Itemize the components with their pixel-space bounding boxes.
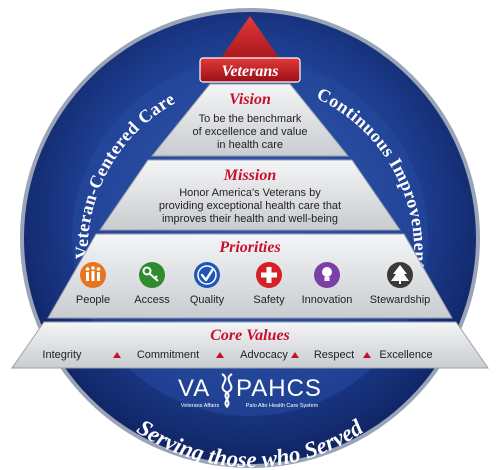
- core-value-advocacy: Advocacy: [240, 349, 288, 361]
- priority-people: People: [76, 262, 110, 306]
- apex-triangle: [214, 16, 286, 68]
- priority-label-safety: Safety: [253, 294, 285, 306]
- caduceus-icon: [221, 373, 230, 408]
- priority-safety: Safety: [253, 262, 285, 306]
- separator-triangle-icon: [291, 352, 299, 358]
- priorities-tier: [47, 233, 453, 319]
- mission-line-3: improves their health and well-being: [162, 213, 338, 225]
- core-values-title: Core Values: [210, 327, 290, 344]
- vision-line-2: of excellence and value: [193, 126, 308, 138]
- separator-triangle-icon: [113, 352, 121, 358]
- logo-subtitle-right: Palo Alto Health Care System: [246, 403, 319, 409]
- priority-label-people: People: [76, 294, 110, 306]
- priority-label-access: Access: [134, 294, 170, 306]
- mission-line-1: Honor America's Veterans by: [179, 187, 321, 199]
- mission-tier: [99, 159, 401, 231]
- priority-label-innovation: Innovation: [302, 294, 353, 306]
- priority-quality: Quality: [190, 262, 225, 306]
- priority-innovation: Innovation: [302, 262, 353, 306]
- logo-va-text: VA: [178, 375, 210, 402]
- vision-tier: [150, 83, 350, 157]
- logo-pahcs-text: PAHCS: [236, 375, 322, 402]
- va-pahcs-logo: VA PAHCS Veterans Affairs Palo Alto Heal…: [178, 373, 322, 409]
- vision-title: Vision: [229, 91, 271, 108]
- mission-line-2: providing exceptional health care that: [159, 200, 341, 212]
- priority-label-quality: Quality: [190, 294, 225, 306]
- priority-stewardship: Stewardship: [370, 262, 431, 306]
- logo-subtitle-left: Veterans Affairs: [181, 403, 220, 409]
- separator-triangle-icon: [216, 352, 224, 358]
- priorities-title: Priorities: [218, 239, 280, 256]
- priority-access: Access: [134, 262, 170, 306]
- core-value-excellence: Excellence: [379, 349, 432, 361]
- vision-line-1: To be the benchmark: [199, 113, 302, 125]
- apex-banner: [199, 57, 301, 83]
- priority-label-stewardship: Stewardship: [370, 294, 431, 306]
- core-value-integrity: Integrity: [42, 349, 82, 361]
- core-value-respect: Respect: [314, 349, 354, 361]
- vision-line-3: in health care: [217, 139, 283, 151]
- separator-triangle-icon: [363, 352, 371, 358]
- apex-label: Veterans: [222, 63, 279, 80]
- core-value-commitment: Commitment: [137, 349, 199, 361]
- mission-title: Mission: [223, 167, 277, 184]
